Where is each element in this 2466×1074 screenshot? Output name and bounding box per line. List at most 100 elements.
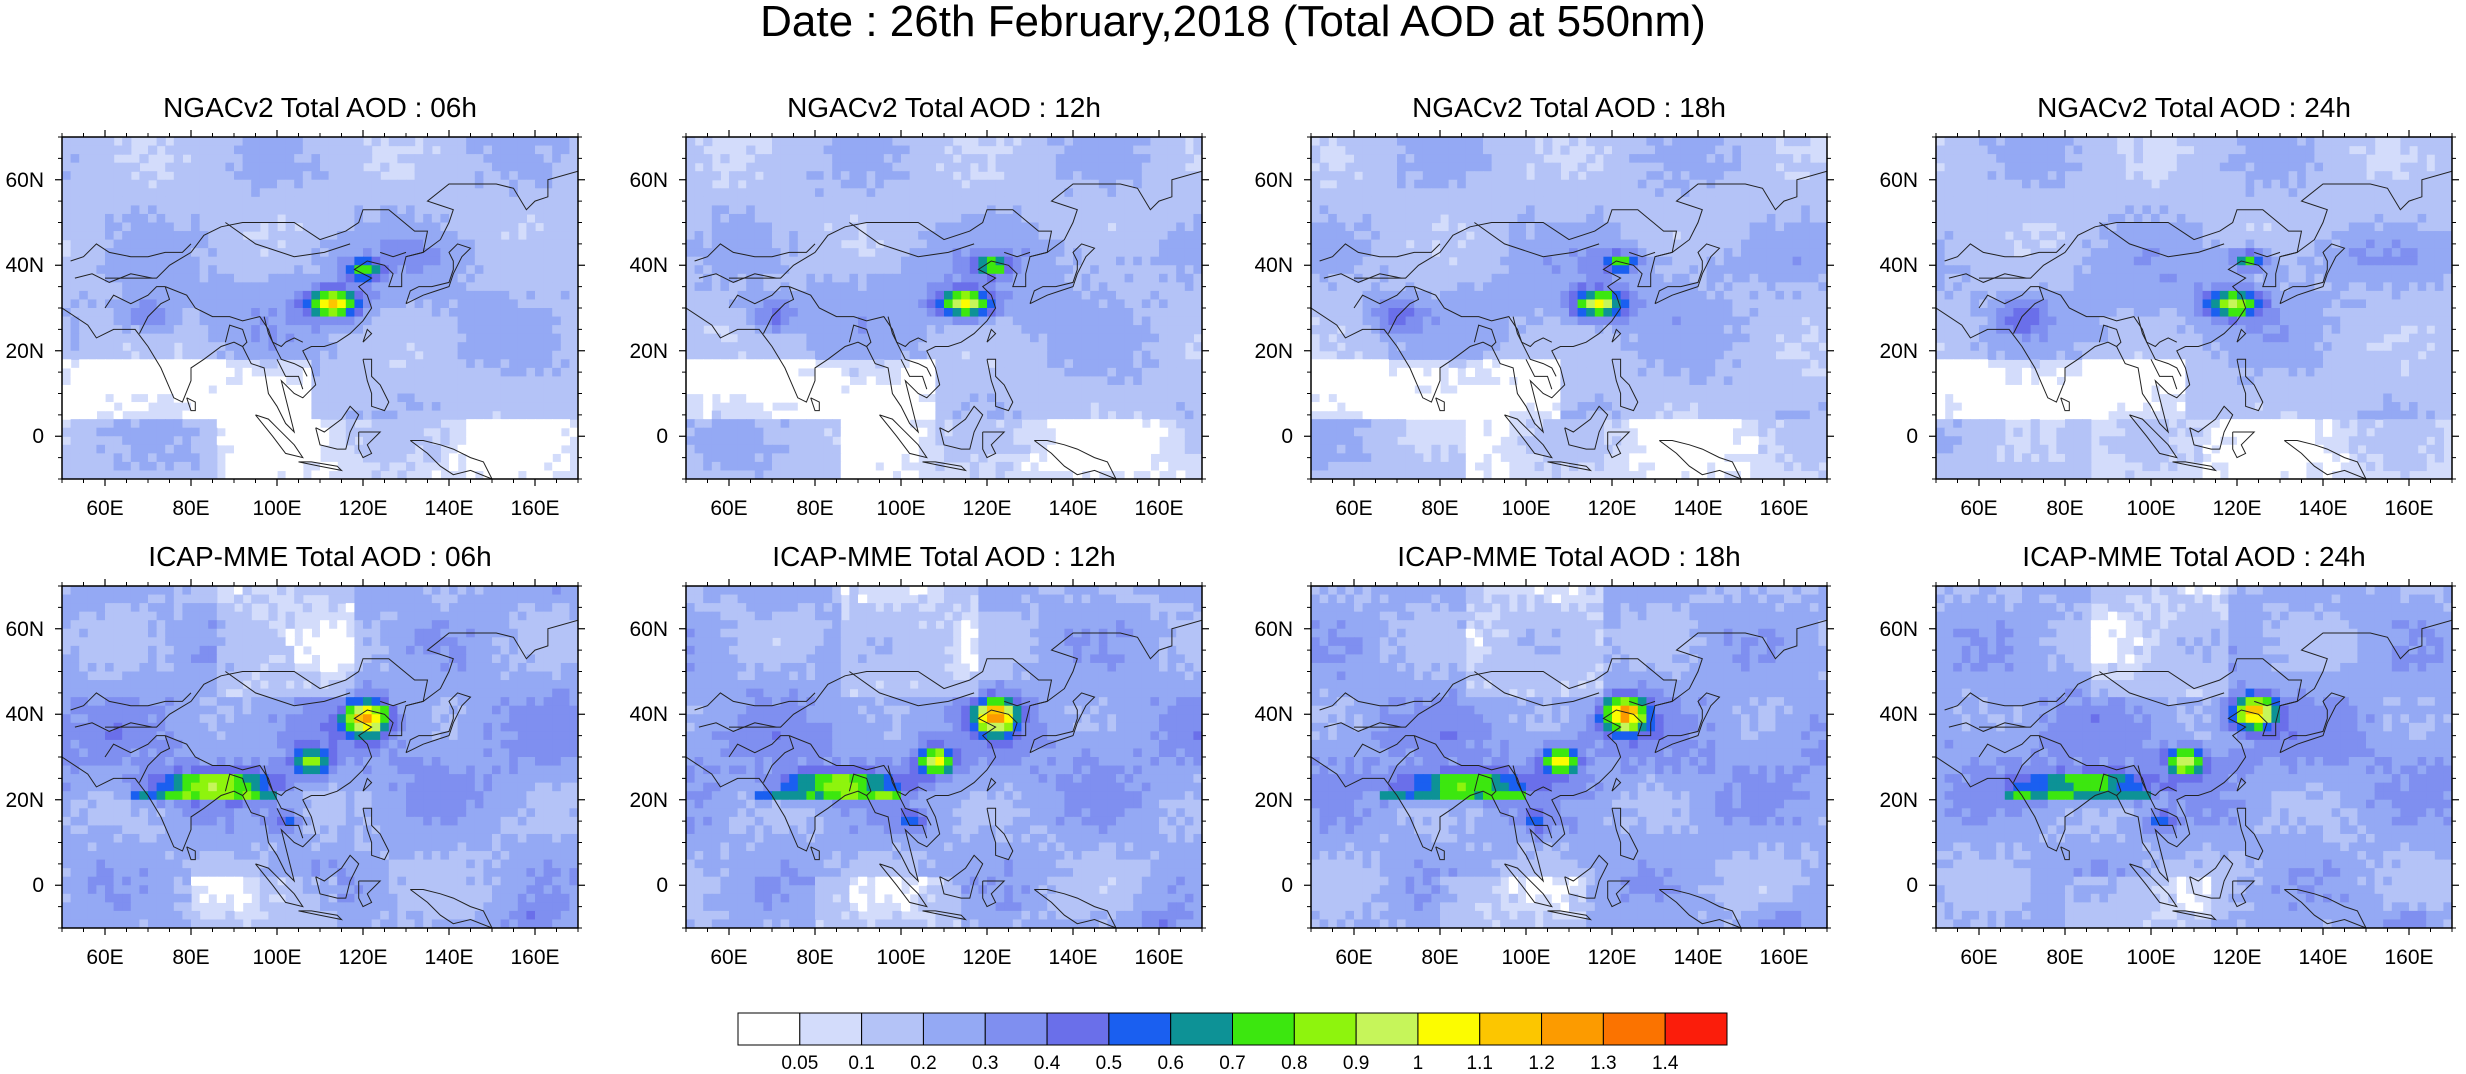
lat-tick-label: 20N xyxy=(1874,790,1918,811)
map-panel xyxy=(1929,130,2459,486)
colorbar-label: 1.4 xyxy=(1640,1054,1690,1073)
colorbar-swatch xyxy=(862,1013,924,1045)
lon-tick-label: 120E xyxy=(328,498,398,519)
colorbar-label: 0.05 xyxy=(775,1054,825,1073)
colorbar-label: 0.6 xyxy=(1146,1054,1196,1073)
lat-tick-label: 0 xyxy=(1249,875,1293,896)
colorbar-swatch xyxy=(1109,1013,1171,1045)
map-panel xyxy=(55,130,585,486)
panel-title: ICAP-MME Total AOD : 12h xyxy=(686,543,1202,571)
colorbar-label: 0.9 xyxy=(1331,1054,1381,1073)
colorbar-label: 1.2 xyxy=(1517,1054,1567,1073)
map-panel xyxy=(679,130,1209,486)
lon-tick-label: 140E xyxy=(1663,498,1733,519)
lat-tick-label: 40N xyxy=(1874,255,1918,276)
lon-tick-label: 160E xyxy=(1749,498,1819,519)
map-panel xyxy=(55,579,585,935)
lat-tick-label: 40N xyxy=(1249,255,1293,276)
lon-tick-label: 60E xyxy=(1319,498,1389,519)
lon-tick-label: 80E xyxy=(2030,947,2100,968)
colorbar-label: 0.1 xyxy=(837,1054,887,1073)
lat-tick-label: 40N xyxy=(0,255,44,276)
lon-tick-label: 120E xyxy=(2202,947,2272,968)
lon-tick-label: 120E xyxy=(2202,498,2272,519)
lon-tick-label: 100E xyxy=(866,498,936,519)
panel-title: ICAP-MME Total AOD : 06h xyxy=(62,543,578,571)
lon-tick-label: 160E xyxy=(1124,498,1194,519)
aod-field xyxy=(686,137,1203,480)
colorbar-label: 1 xyxy=(1393,1054,1443,1073)
lon-tick-label: 140E xyxy=(1663,947,1733,968)
colorbar-swatch xyxy=(1171,1013,1233,1045)
lon-tick-label: 160E xyxy=(1749,947,1819,968)
lat-tick-label: 20N xyxy=(0,790,44,811)
lon-tick-label: 60E xyxy=(694,498,764,519)
lon-tick-label: 120E xyxy=(1577,947,1647,968)
lat-tick-label: 20N xyxy=(1249,341,1293,362)
colorbar-label: 0.4 xyxy=(1022,1054,1072,1073)
lon-tick-label: 160E xyxy=(500,498,570,519)
colorbar-label: 0.2 xyxy=(898,1054,948,1073)
aod-field xyxy=(62,586,579,929)
lon-tick-label: 160E xyxy=(2374,498,2444,519)
colorbar-swatch xyxy=(923,1013,985,1045)
lon-tick-label: 100E xyxy=(2116,498,2186,519)
lat-tick-label: 40N xyxy=(0,704,44,725)
colorbar-label: 1.1 xyxy=(1455,1054,1505,1073)
colorbar-label: 0.5 xyxy=(1084,1054,1134,1073)
lon-tick-label: 80E xyxy=(2030,498,2100,519)
lon-tick-label: 140E xyxy=(1038,947,1108,968)
map-panel xyxy=(1929,579,2459,935)
lon-tick-label: 140E xyxy=(2288,947,2358,968)
panel-title: NGACv2 Total AOD : 18h xyxy=(1311,94,1827,122)
lon-tick-label: 60E xyxy=(1319,947,1389,968)
colorbar-swatch xyxy=(1665,1013,1727,1045)
lon-tick-label: 80E xyxy=(780,498,850,519)
lon-tick-label: 160E xyxy=(500,947,570,968)
lon-tick-label: 60E xyxy=(1944,498,2014,519)
lat-tick-label: 60N xyxy=(624,619,668,640)
colorbar xyxy=(738,1013,1727,1045)
lon-tick-label: 100E xyxy=(1491,498,1561,519)
lon-tick-label: 100E xyxy=(242,498,312,519)
aod-field xyxy=(1936,586,2453,929)
lon-tick-label: 140E xyxy=(1038,498,1108,519)
lat-tick-label: 0 xyxy=(1249,426,1293,447)
lat-tick-label: 20N xyxy=(1874,341,1918,362)
lat-tick-label: 0 xyxy=(0,875,44,896)
lat-tick-label: 60N xyxy=(0,619,44,640)
panel-title: NGACv2 Total AOD : 06h xyxy=(62,94,578,122)
lon-tick-label: 140E xyxy=(414,498,484,519)
colorbar-swatch xyxy=(1418,1013,1480,1045)
aod-field xyxy=(1311,137,1828,480)
map-panel xyxy=(679,579,1209,935)
lon-tick-label: 140E xyxy=(414,947,484,968)
aod-field xyxy=(686,586,1203,929)
lon-tick-label: 160E xyxy=(2374,947,2444,968)
lat-tick-label: 60N xyxy=(624,170,668,191)
colorbar-swatch xyxy=(738,1013,800,1045)
lon-tick-label: 80E xyxy=(156,498,226,519)
lat-tick-label: 20N xyxy=(624,790,668,811)
lat-tick-label: 0 xyxy=(0,426,44,447)
lon-tick-label: 140E xyxy=(2288,498,2358,519)
lon-tick-label: 80E xyxy=(1405,947,1475,968)
lon-tick-label: 60E xyxy=(70,498,140,519)
lon-tick-label: 100E xyxy=(866,947,936,968)
lat-tick-label: 60N xyxy=(1874,619,1918,640)
colorbar-swatch xyxy=(1603,1013,1665,1045)
panel-title: NGACv2 Total AOD : 12h xyxy=(686,94,1202,122)
colorbar-label: 0.8 xyxy=(1269,1054,1319,1073)
lat-tick-label: 60N xyxy=(1874,170,1918,191)
colorbar-label: 0.7 xyxy=(1208,1054,1258,1073)
map-panel xyxy=(1304,130,1834,486)
colorbar-swatch xyxy=(800,1013,862,1045)
lon-tick-label: 100E xyxy=(242,947,312,968)
lon-tick-label: 120E xyxy=(328,947,398,968)
lon-tick-label: 80E xyxy=(1405,498,1475,519)
lon-tick-label: 120E xyxy=(952,498,1022,519)
panel-title: ICAP-MME Total AOD : 18h xyxy=(1311,543,1827,571)
aod-field xyxy=(1936,137,2453,480)
lat-tick-label: 40N xyxy=(624,704,668,725)
